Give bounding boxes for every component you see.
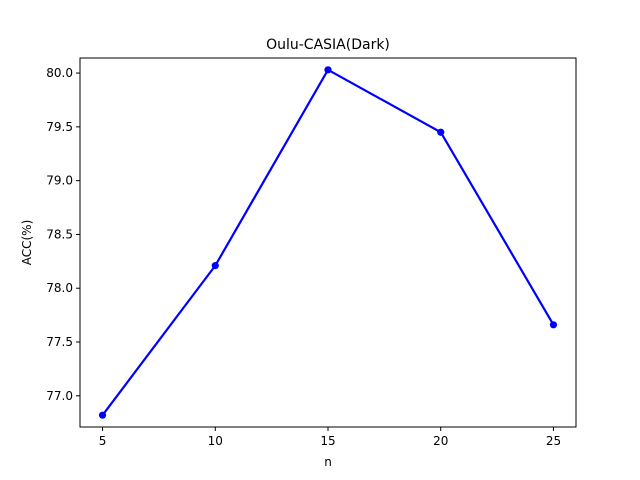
plot-area xyxy=(80,58,576,427)
x-axis-label: n xyxy=(324,455,332,469)
x-tick-label: 5 xyxy=(99,434,107,448)
y-axis-ticks: 77.0 77.5 78.0 78.5 79.0 79.5 80.0 xyxy=(46,66,80,403)
series-layer xyxy=(98,66,558,419)
x-tick-label: 15 xyxy=(320,434,335,448)
y-tick-label: 79.5 xyxy=(46,120,73,134)
x-tick-label: 20 xyxy=(433,434,448,448)
x-axis-ticks: 5 10 15 20 25 xyxy=(99,427,561,448)
y-tick-label: 77.0 xyxy=(46,389,73,403)
chart-title: Oulu-CASIA(Dark) xyxy=(266,37,390,53)
data-point xyxy=(437,128,445,136)
x-tick-label: 10 xyxy=(208,434,223,448)
y-axis-label: ACC(%) xyxy=(20,220,34,266)
x-tick-label: 25 xyxy=(546,434,561,448)
y-tick-label: 78.0 xyxy=(46,281,73,295)
y-tick-label: 77.5 xyxy=(46,335,73,349)
data-point xyxy=(549,321,558,329)
data-point xyxy=(98,411,107,419)
y-tick-label: 79.0 xyxy=(46,174,73,188)
data-point xyxy=(211,262,219,270)
y-tick-label: 80.0 xyxy=(46,66,73,80)
plot-frame xyxy=(79,57,577,428)
y-tick-label: 78.5 xyxy=(46,227,73,241)
data-point xyxy=(324,66,332,74)
